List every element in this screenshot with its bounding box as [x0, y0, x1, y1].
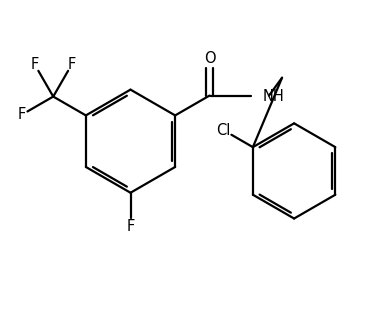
Text: F: F — [67, 57, 76, 72]
Text: F: F — [17, 107, 26, 123]
Text: O: O — [204, 52, 215, 67]
Text: F: F — [126, 219, 135, 234]
Text: NH: NH — [263, 89, 285, 104]
Text: F: F — [31, 57, 39, 72]
Text: Cl: Cl — [216, 123, 231, 138]
